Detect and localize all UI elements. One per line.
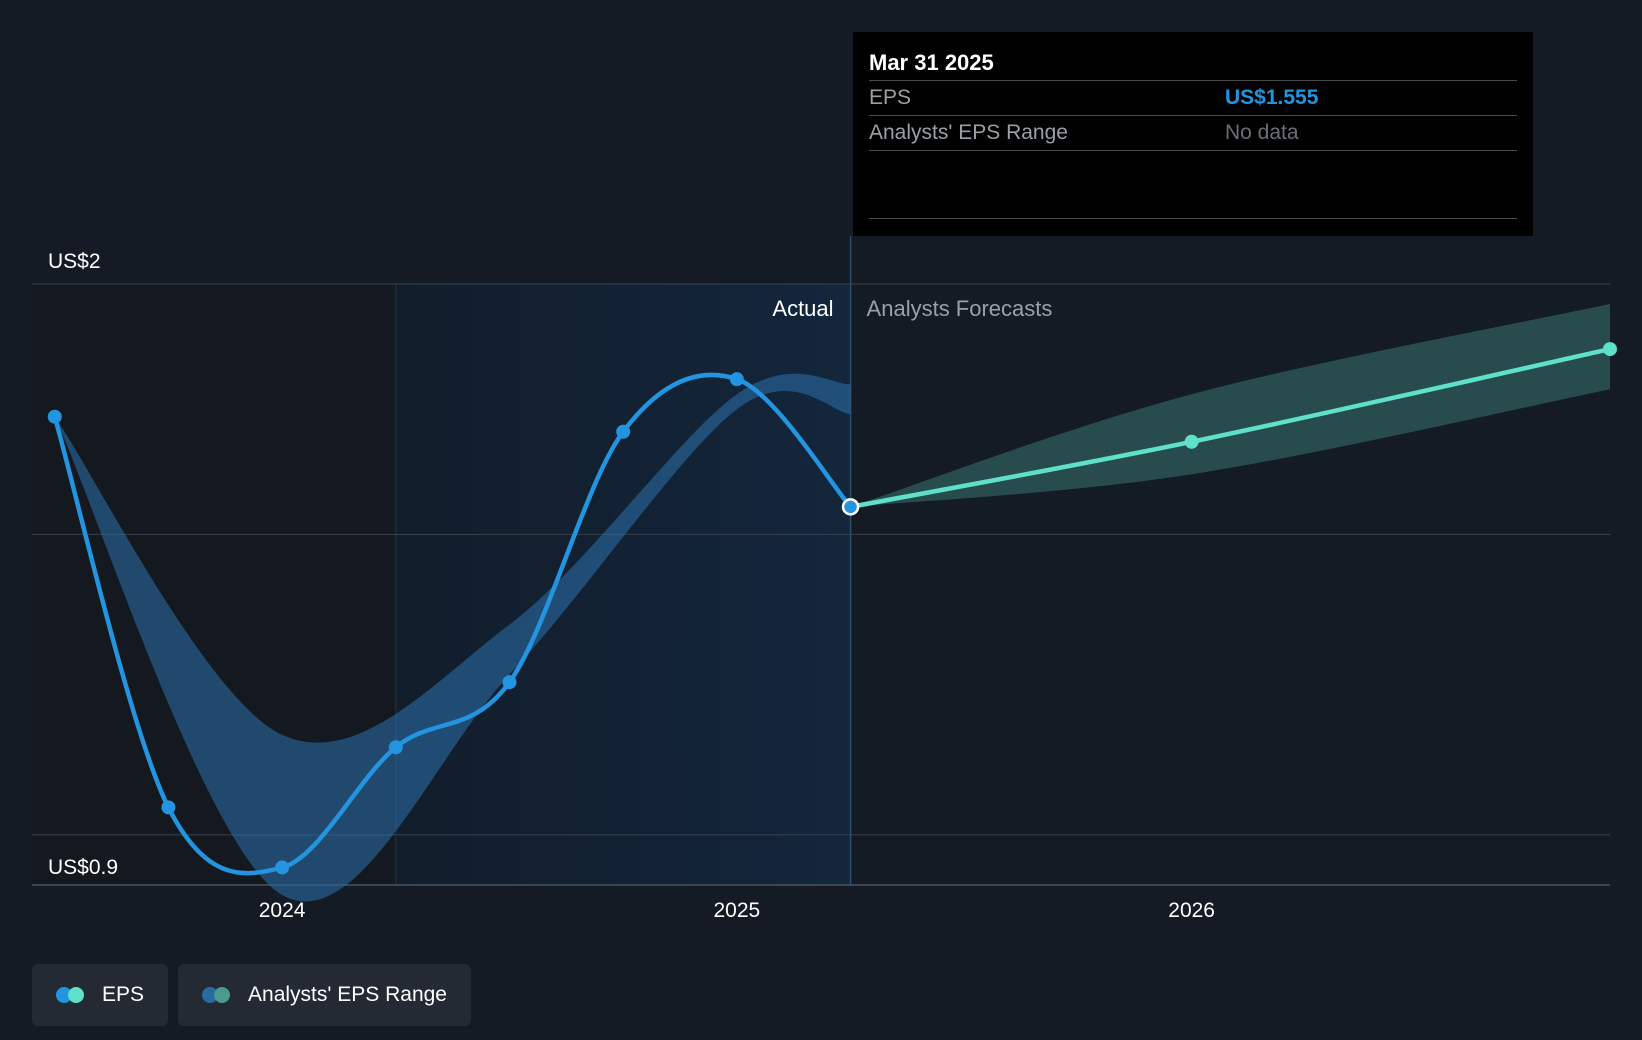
tooltip-row-range: Analysts' EPS Range No data bbox=[869, 116, 1517, 151]
tooltip-eps-value: US$1.555 bbox=[1225, 86, 1319, 109]
tooltip-date: Mar 31 2025 bbox=[869, 46, 1517, 81]
actual-label: Actual bbox=[772, 296, 833, 321]
eps-point-actual-3 bbox=[388, 740, 403, 755]
eps-point-actual-1 bbox=[161, 800, 176, 815]
eps-point-actual-2 bbox=[275, 860, 290, 875]
tooltip-eps-label: EPS bbox=[869, 86, 912, 109]
eps-point-actual-0 bbox=[47, 409, 62, 424]
legend-label-range: Analysts' EPS Range bbox=[248, 983, 447, 1006]
tooltip: Mar 31 2025 EPS US$1.555 Analysts' EPS R… bbox=[853, 32, 1533, 236]
y-label-top: US$2 bbox=[48, 250, 101, 273]
forecast-label: Analysts Forecasts bbox=[867, 296, 1053, 321]
y-label-bottom: US$0.9 bbox=[48, 856, 118, 879]
tooltip-divider bbox=[869, 218, 1517, 219]
x-tick-2024: 2024 bbox=[259, 899, 306, 922]
eps-point-actual-6 bbox=[729, 372, 744, 387]
range-band-actual bbox=[54, 373, 851, 902]
range-band-forecast bbox=[850, 304, 1610, 507]
x-tick-2025: 2025 bbox=[714, 899, 761, 922]
range-legend-icon bbox=[202, 987, 232, 1003]
legend-item-eps[interactable]: EPS bbox=[32, 964, 169, 1026]
eps-point-forecast-2 bbox=[1603, 342, 1617, 357]
eps-point-actual-4 bbox=[502, 675, 517, 690]
legend-item-range[interactable]: Analysts' EPS Range bbox=[178, 964, 471, 1026]
tooltip-range-value: No data bbox=[1225, 121, 1299, 144]
actual-region bbox=[395, 284, 851, 885]
tooltip-range-label: Analysts' EPS Range bbox=[869, 121, 1068, 144]
eps-point-highlight bbox=[841, 498, 860, 516]
eps-point-actual-5 bbox=[616, 424, 631, 439]
tooltip-row-eps: EPS US$1.555 bbox=[869, 81, 1517, 116]
x-tick-2026: 2026 bbox=[1168, 899, 1215, 922]
legend-label-eps: EPS bbox=[102, 983, 145, 1006]
legend: EPS Analysts' EPS Range bbox=[32, 964, 471, 1026]
eps-legend-icon bbox=[56, 987, 86, 1003]
eps-point-forecast-1 bbox=[1184, 434, 1199, 449]
eps-line-actual bbox=[52, 372, 853, 876]
